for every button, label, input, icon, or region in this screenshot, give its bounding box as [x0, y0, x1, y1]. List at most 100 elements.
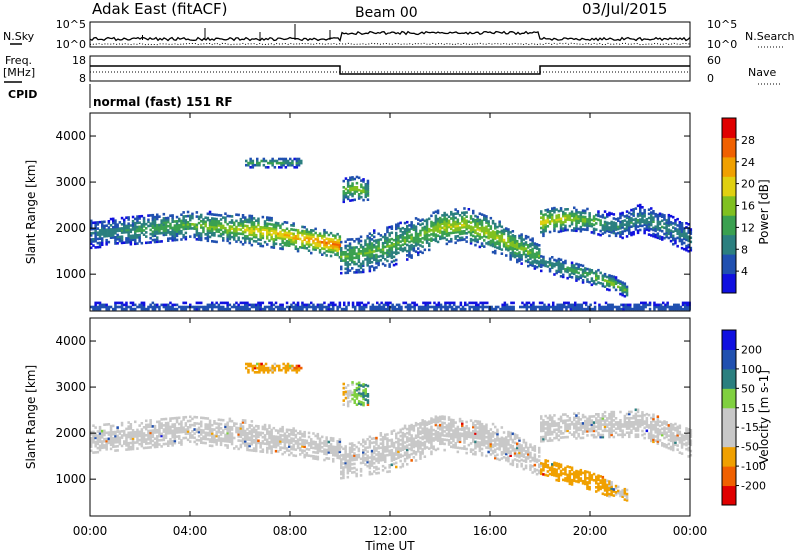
scatter-cell: [237, 431, 240, 434]
scatter-cell: [222, 429, 225, 432]
scatter-cell: [173, 437, 177, 441]
scatter-cell: [542, 234, 545, 238]
scatter-cell: [423, 227, 427, 231]
scatter-cell: [321, 446, 324, 449]
scatter-cell: [109, 429, 113, 432]
scatter-cell: [636, 225, 640, 228]
scatter-cell: [403, 459, 407, 463]
scatter-cell: [228, 419, 232, 423]
scatter-cell: [379, 434, 383, 437]
scatter-cell: [397, 444, 400, 447]
scatter-cell: [310, 235, 313, 238]
scatter-cell: [650, 213, 653, 216]
scatter-cell: [336, 247, 339, 250]
scatter-cell: [552, 303, 555, 307]
scatter-cell: [233, 422, 236, 425]
scatter-cell: [101, 222, 104, 226]
scatter-cell: [217, 234, 221, 238]
scatter-cell: [569, 303, 573, 307]
scatter-cell: [294, 454, 298, 458]
scatter-cell: [235, 301, 238, 305]
scatter-cell: [387, 305, 390, 309]
scatter-cell: [103, 446, 106, 449]
scatter-cell: [393, 307, 397, 311]
scatter-cell: [444, 305, 447, 309]
scatter-cell: [689, 228, 693, 231]
scatter-cell: [472, 209, 475, 213]
power-cells: [90, 157, 693, 311]
scatter-cell: [299, 305, 302, 309]
scatter-cell: [290, 431, 293, 434]
scatter-cell: [233, 436, 236, 440]
scatter-cell: [672, 222, 675, 225]
scatter-cell: [244, 305, 247, 309]
scatter-cell: [368, 441, 372, 445]
scatter-cell: [178, 226, 181, 229]
scatter-cell: [566, 268, 569, 272]
scatter-cell: [452, 221, 455, 224]
scatter-cell: [597, 281, 600, 284]
scatter-cell: [274, 221, 278, 225]
scatter-cell: [103, 228, 106, 232]
scatter-cell: [270, 307, 273, 311]
scatter-cell: [340, 460, 343, 463]
scatter-cell: [590, 222, 594, 226]
scatter-cell: [342, 466, 345, 469]
scatter-cell: [147, 305, 150, 309]
scatter-cell: [368, 240, 372, 244]
scatter-cell: [636, 229, 640, 232]
scatter-cell: [160, 227, 163, 231]
scatter-cell: [281, 440, 284, 443]
scatter-cell: [663, 218, 666, 221]
scatter-cell: [516, 252, 519, 255]
scatter-cell: [123, 431, 126, 435]
scatter-cell: [683, 231, 686, 234]
scatter-cell: [362, 190, 365, 194]
scatter-cell: [164, 303, 168, 307]
scatter-cell: [632, 214, 635, 217]
scatter-cell: [483, 301, 487, 305]
scatter-cell: [364, 442, 367, 445]
scatter-cell: [342, 179, 345, 183]
scatter-cell: [125, 230, 128, 234]
scatter-cell: [178, 232, 181, 235]
scatter-cell: [251, 166, 255, 169]
scatter-cell: [669, 221, 673, 224]
scatter-cell: [557, 230, 561, 234]
scatter-cell: [153, 303, 157, 307]
scatter-cell: [533, 254, 537, 258]
scatter-cell: [224, 444, 227, 447]
scatter-cell: [381, 456, 385, 460]
scatter-cell: [423, 440, 427, 444]
scatter-cell: [314, 242, 317, 245]
scatter-cell: [608, 278, 611, 281]
scatter-cell: [509, 258, 512, 261]
scatter-cell: [454, 231, 457, 234]
scatter-cell: [529, 251, 532, 254]
scatter-cell: [505, 243, 508, 247]
scatter-cell: [321, 253, 324, 256]
scatter-cell: [421, 443, 424, 447]
scatter-cell: [208, 303, 212, 307]
scatter-cell: [134, 234, 137, 237]
scatter-cell: [348, 450, 352, 454]
scatter-cell: [96, 436, 100, 439]
scatter-cell: [419, 244, 422, 247]
scatter-cell: [109, 232, 113, 235]
scatter-cell: [388, 464, 391, 467]
scatter-cell: [226, 433, 229, 437]
scatter-cell: [208, 231, 212, 235]
scatter-cell: [434, 233, 438, 236]
scatter-cell: [370, 265, 374, 268]
scatter-cell: [439, 426, 442, 429]
scatter-cell: [643, 223, 646, 226]
scatter-cell: [353, 246, 356, 249]
scatter-cell: [595, 228, 598, 231]
scatter-cell: [540, 210, 543, 213]
scatter-cell: [101, 220, 104, 224]
scatter-cell: [547, 307, 551, 311]
scatter-cell: [366, 264, 369, 267]
scatter-cell: [261, 236, 265, 240]
scatter-cell: [312, 450, 315, 454]
scatter-cell: [430, 220, 433, 224]
